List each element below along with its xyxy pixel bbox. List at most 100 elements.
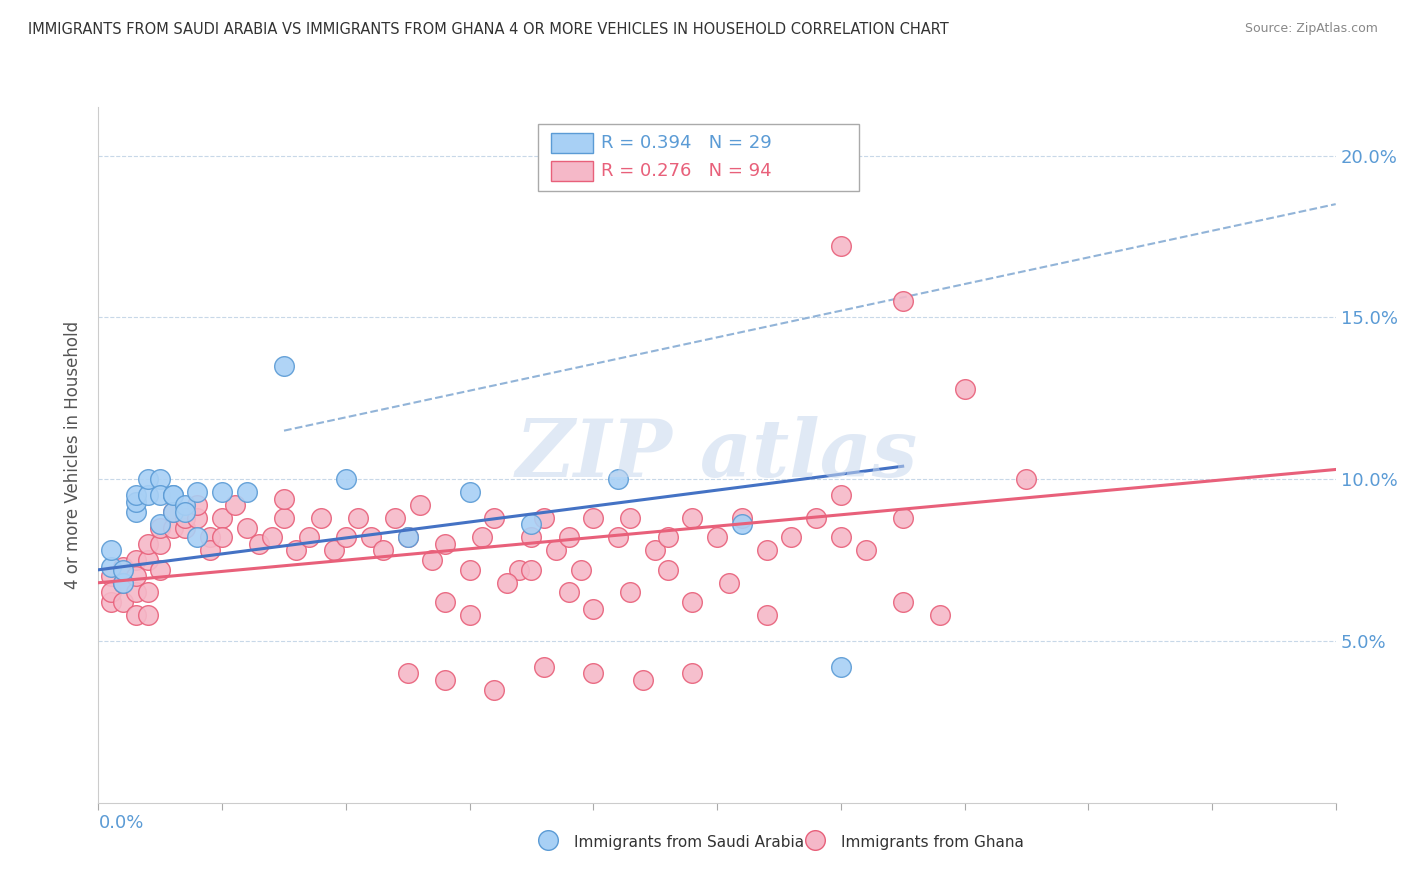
Point — [149, 537, 172, 551]
Point — [657, 531, 679, 545]
Text: IMMIGRANTS FROM SAUDI ARABIA VS IMMIGRANTS FROM GHANA 4 OR MORE VEHICLES IN HOUS: IMMIGRANTS FROM SAUDI ARABIA VS IMMIGRAN… — [28, 22, 949, 37]
Point — [124, 553, 146, 567]
Point — [582, 601, 605, 615]
Point — [433, 595, 456, 609]
Point — [273, 359, 295, 373]
Point — [458, 485, 481, 500]
Point — [458, 608, 481, 623]
Point — [607, 531, 630, 545]
Text: 0.0%: 0.0% — [98, 814, 143, 832]
Point — [371, 543, 394, 558]
Point — [186, 498, 208, 512]
Point — [520, 517, 543, 532]
Point — [124, 585, 146, 599]
Point — [149, 563, 172, 577]
Point — [928, 608, 950, 623]
Point — [112, 563, 135, 577]
Point — [124, 569, 146, 583]
FancyBboxPatch shape — [537, 124, 859, 191]
Point — [112, 559, 135, 574]
Point — [162, 504, 184, 518]
Point — [631, 673, 654, 687]
Point — [174, 498, 197, 512]
Point — [174, 521, 197, 535]
Point — [162, 504, 184, 518]
Text: Immigrants from Saudi Arabia: Immigrants from Saudi Arabia — [574, 836, 804, 850]
Point — [100, 543, 122, 558]
Point — [396, 666, 419, 681]
Point — [433, 673, 456, 687]
Text: Source: ZipAtlas.com: Source: ZipAtlas.com — [1244, 22, 1378, 36]
Point — [755, 543, 778, 558]
Point — [520, 531, 543, 545]
Point — [136, 553, 159, 567]
Point — [100, 569, 122, 583]
Point — [136, 472, 159, 486]
Point — [198, 531, 221, 545]
Point — [830, 488, 852, 502]
Point — [149, 472, 172, 486]
Point — [557, 531, 579, 545]
Point — [471, 531, 494, 545]
Point — [582, 511, 605, 525]
Point — [557, 585, 579, 599]
Point — [619, 511, 641, 525]
Point — [112, 595, 135, 609]
Point — [162, 488, 184, 502]
Point — [533, 660, 555, 674]
Point — [508, 563, 530, 577]
Point — [484, 511, 506, 525]
Point — [780, 531, 803, 545]
Point — [537, 833, 560, 847]
Point — [755, 608, 778, 623]
Point — [546, 543, 568, 558]
Point — [112, 575, 135, 590]
Point — [433, 537, 456, 551]
Point — [100, 595, 122, 609]
Point — [322, 543, 344, 558]
Point — [706, 531, 728, 545]
Point — [211, 531, 233, 545]
Point — [174, 511, 197, 525]
Point — [657, 563, 679, 577]
Point — [186, 485, 208, 500]
Y-axis label: 4 or more Vehicles in Household: 4 or more Vehicles in Household — [65, 321, 83, 589]
Point — [186, 511, 208, 525]
Point — [619, 585, 641, 599]
Point — [855, 543, 877, 558]
Point — [124, 488, 146, 502]
Point — [100, 559, 122, 574]
Point — [384, 511, 406, 525]
Point — [953, 382, 976, 396]
Point — [1015, 472, 1038, 486]
Point — [211, 511, 233, 525]
Point — [335, 472, 357, 486]
Point — [484, 682, 506, 697]
Point — [247, 537, 270, 551]
Point — [149, 488, 172, 502]
Text: Immigrants from Ghana: Immigrants from Ghana — [841, 836, 1024, 850]
Point — [136, 488, 159, 502]
Point — [520, 563, 543, 577]
Point — [236, 521, 259, 535]
Point — [162, 488, 184, 502]
Point — [644, 543, 666, 558]
Point — [681, 511, 703, 525]
Point — [718, 575, 741, 590]
Point — [360, 531, 382, 545]
Point — [731, 511, 754, 525]
Point — [569, 563, 592, 577]
Point — [136, 608, 159, 623]
Point — [186, 531, 208, 545]
Point — [830, 239, 852, 253]
Point — [136, 585, 159, 599]
Point — [162, 521, 184, 535]
Point — [124, 495, 146, 509]
Point — [458, 563, 481, 577]
Point — [495, 575, 517, 590]
Point — [891, 294, 914, 309]
Point — [174, 504, 197, 518]
Point — [830, 531, 852, 545]
Point — [285, 543, 308, 558]
Point — [804, 833, 827, 847]
